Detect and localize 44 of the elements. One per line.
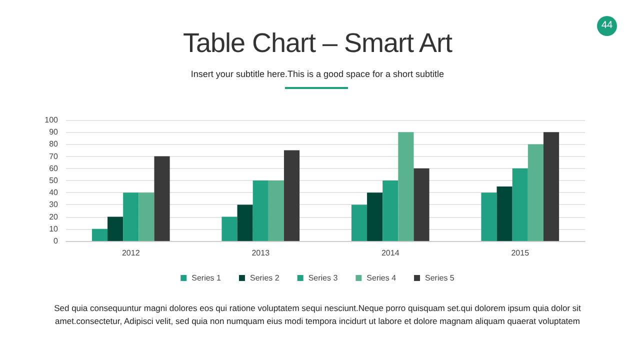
bar: [367, 192, 383, 241]
y-tick-label: 20: [49, 212, 59, 222]
bar: [512, 168, 528, 241]
y-tick-label: 70: [49, 152, 59, 161]
bar: [414, 168, 430, 241]
bar: [92, 228, 108, 241]
text: 44: [597, 16, 617, 36]
y-tick-label: 100: [44, 116, 59, 124]
x-tick-label: 2014: [381, 248, 400, 258]
y-tick-label: 10: [49, 224, 59, 234]
bar: [237, 204, 253, 241]
y-tick-label: 30: [49, 200, 59, 210]
bar: [154, 156, 170, 241]
legend-label: Series 4: [366, 274, 397, 282]
legend-label: Series 3: [308, 274, 338, 282]
x-tick-label: 2012: [122, 248, 140, 258]
bar: [528, 144, 544, 241]
bar: [284, 150, 300, 241]
bar: [382, 180, 398, 241]
text: Sed quia consequuntur magni dolores eos qui ratione voluptatem sequi nesciunt.Neque porro quisquam set.qui dolorem ipsum quia dolor sit amet.consectetur, Adipisci velit, sed quia non numquam eius modi tempora incidurt ut labore et dolore magnam aliquam quaerat voluptatem: [53, 302, 582, 328]
bar: [398, 132, 414, 241]
x-tick-label: 2015: [511, 248, 530, 258]
bar: [351, 204, 368, 241]
legend-label: Series 5: [425, 274, 455, 282]
bar: [123, 192, 139, 241]
legend-label: Series 1: [192, 274, 222, 282]
y-tick-label: 40: [49, 188, 59, 198]
bar: [138, 192, 154, 241]
bar: [252, 180, 268, 241]
bar: [268, 180, 284, 241]
y-tick-label: 80: [49, 140, 59, 149]
bar: [481, 192, 497, 241]
bar: [543, 132, 560, 241]
bar: [108, 216, 124, 241]
x-tick-label: 2013: [252, 248, 270, 258]
y-tick-label: 90: [49, 128, 59, 137]
chart-title: Table Chart – Smart Art: [182, 28, 452, 58]
bar: [222, 216, 238, 241]
y-tick-label: 0: [54, 236, 59, 246]
legend-label: Series 2: [250, 274, 280, 282]
chart-subtitle: Insert your subtitle here.This is a good space for a short subtitle: [190, 69, 446, 79]
y-tick-label: 60: [49, 164, 59, 173]
y-tick-label: 50: [49, 176, 59, 185]
bar: [496, 186, 512, 241]
